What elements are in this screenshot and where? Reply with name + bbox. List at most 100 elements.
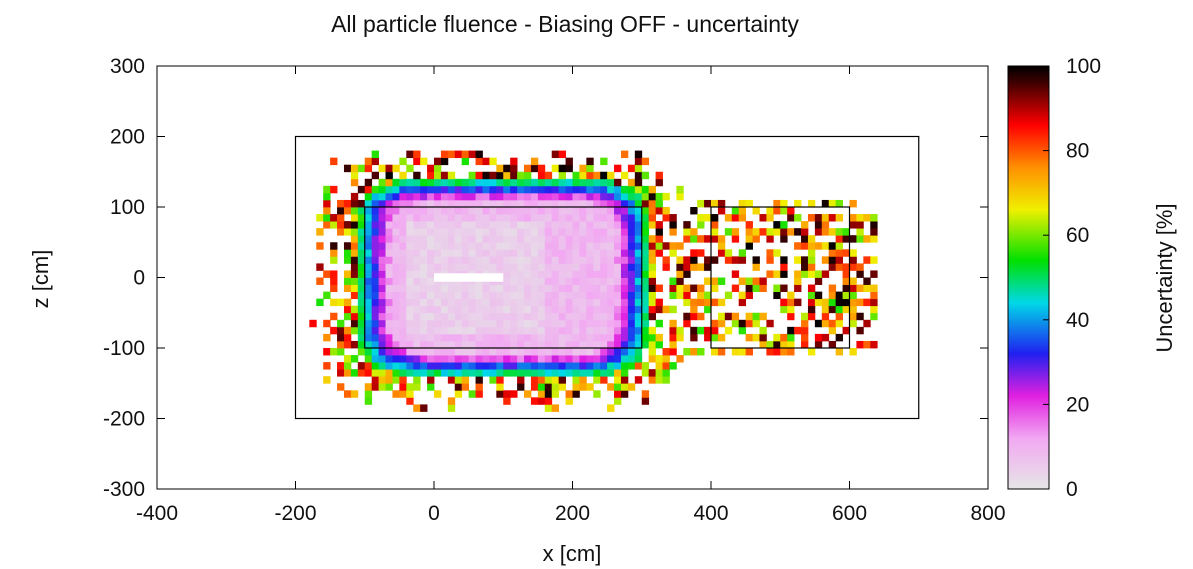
heatmap-cell [475, 298, 483, 307]
heatmap-cell [683, 298, 691, 307]
heatmap-cell [544, 235, 553, 243]
heatmap-cell [697, 326, 705, 335]
heatmap-cell [447, 376, 456, 384]
y-tick-label: -200 [103, 408, 145, 431]
heatmap-cell [406, 326, 414, 335]
heatmap-cell [343, 355, 352, 363]
heatmap-cell [510, 326, 518, 335]
heatmap-cell [496, 319, 504, 328]
heatmap-cell [558, 312, 566, 321]
heatmap-cell [711, 284, 719, 292]
heatmap-cell [648, 284, 656, 292]
heatmap-cell [489, 185, 497, 194]
heatmap-cell [371, 235, 379, 243]
heatmap-cell [427, 298, 435, 307]
heatmap-cell [828, 214, 837, 222]
heatmap-cell [558, 185, 566, 194]
heatmap-cell [468, 284, 476, 292]
heatmap-cell [586, 305, 594, 314]
heatmap-cell [814, 319, 823, 328]
heatmap-cell [503, 214, 511, 222]
heatmap-cell [392, 178, 400, 187]
heatmap-cell [413, 157, 421, 166]
heatmap-cell [558, 235, 566, 243]
heatmap-cell [586, 192, 594, 201]
heatmap-cell [683, 228, 691, 236]
heatmap-cell [503, 298, 511, 307]
heatmap-cell [496, 305, 504, 314]
heatmap-cell [704, 214, 712, 222]
heatmap-cell [440, 242, 449, 250]
heatmap-cell [780, 263, 788, 271]
heatmap-cell [434, 214, 442, 222]
heatmap-cell [773, 249, 781, 257]
heatmap-cell [717, 319, 726, 328]
heatmap-cell [828, 249, 837, 257]
heatmap-cell [434, 312, 442, 321]
heatmap-cell [489, 242, 497, 250]
heatmap-cell [565, 192, 573, 201]
heatmap-cell [524, 207, 532, 215]
heatmap-cell [406, 199, 414, 208]
heatmap-cell [558, 178, 566, 187]
heatmap-cell [323, 362, 331, 370]
heatmap-cell [607, 207, 615, 215]
heatmap-cell [496, 312, 504, 321]
heatmap-cell [614, 369, 622, 377]
heatmap-cell [517, 319, 525, 328]
heatmap-cell [828, 305, 837, 314]
heatmap-cell [420, 192, 428, 201]
heatmap-cell [399, 277, 407, 285]
heatmap-cell [399, 326, 407, 335]
heatmap-cell [454, 298, 463, 307]
heatmap-cell [489, 355, 497, 363]
heatmap-cell [440, 355, 449, 363]
heatmap-cell [586, 291, 594, 300]
heatmap-cell [600, 199, 608, 208]
heatmap-cell [620, 192, 629, 201]
heatmap-cell [620, 150, 629, 159]
heatmap-cell [807, 270, 816, 278]
heatmap-cell [496, 390, 504, 398]
heatmap-cell [607, 312, 615, 321]
heatmap-cell [461, 362, 470, 370]
heatmap-cell [475, 312, 483, 321]
heatmap-cell [565, 249, 573, 257]
heatmap-cell [427, 178, 435, 187]
heatmap-cell [434, 249, 442, 257]
heatmap-cell [440, 340, 449, 349]
heatmap-cell [856, 221, 864, 229]
heatmap-cell [537, 284, 546, 292]
heatmap-cell [524, 185, 532, 194]
heatmap-cell [427, 348, 435, 356]
heatmap-cell [399, 235, 407, 243]
heatmap-cell [731, 319, 740, 328]
heatmap-cell [537, 178, 546, 187]
heatmap-cell [447, 404, 456, 412]
heatmap-cell [572, 207, 580, 215]
heatmap-cell [627, 355, 636, 363]
heatmap-cell [794, 277, 802, 285]
heatmap-cell [468, 369, 476, 377]
heatmap-cell [551, 164, 560, 173]
heatmap-cell [517, 207, 525, 215]
heatmap-cell [510, 284, 518, 292]
heatmap-cell [440, 263, 449, 271]
heatmap-cell [849, 221, 857, 229]
heatmap-cell [544, 326, 553, 335]
heatmap-cell [641, 369, 650, 377]
heatmap-cell [447, 340, 456, 349]
heatmap-cell [468, 242, 476, 250]
heatmap-cell [669, 221, 677, 229]
heatmap-cell [371, 348, 379, 356]
heatmap-cell [794, 270, 802, 278]
heatmap-cell [634, 326, 643, 335]
heatmap-cell [870, 312, 878, 321]
heatmap-cell [648, 242, 656, 250]
heatmap-cell [371, 298, 379, 307]
heatmap-cell [738, 319, 747, 328]
heatmap-cell [447, 185, 456, 194]
heatmap-cell [503, 277, 511, 285]
heatmap-cell [586, 383, 594, 391]
heatmap-cell [537, 256, 546, 264]
